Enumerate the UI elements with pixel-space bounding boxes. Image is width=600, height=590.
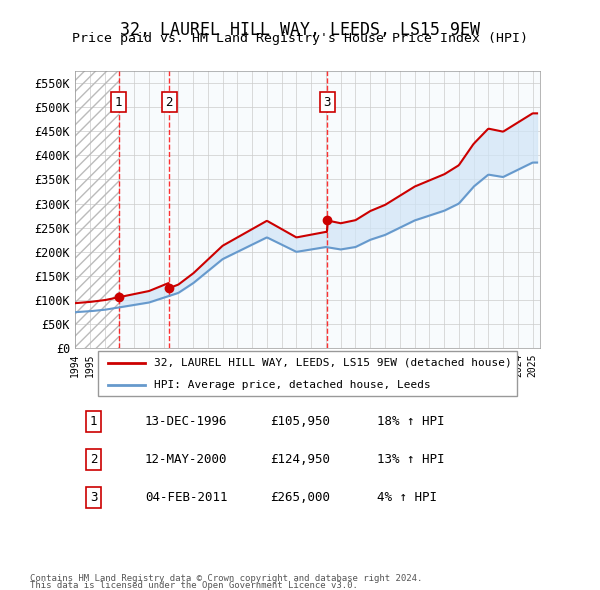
Text: 2: 2: [165, 96, 173, 109]
Text: HPI: Average price, detached house, Leeds: HPI: Average price, detached house, Leed…: [154, 380, 431, 390]
Text: 32, LAUREL HILL WAY, LEEDS, LS15 9EW: 32, LAUREL HILL WAY, LEEDS, LS15 9EW: [120, 21, 480, 39]
Bar: [75, 71, 119, 349]
Bar: [75, 71, 119, 349]
Text: 1: 1: [115, 96, 122, 109]
Text: 13% ↑ HPI: 13% ↑ HPI: [377, 453, 445, 466]
Text: Price paid vs. HM Land Registry's House Price Index (HPI): Price paid vs. HM Land Registry's House …: [72, 32, 528, 45]
Text: 3: 3: [323, 96, 331, 109]
FancyBboxPatch shape: [98, 351, 517, 396]
Text: Contains HM Land Registry data © Crown copyright and database right 2024.: Contains HM Land Registry data © Crown c…: [30, 574, 422, 583]
Text: £105,950: £105,950: [270, 415, 330, 428]
Text: This data is licensed under the Open Government Licence v3.0.: This data is licensed under the Open Gov…: [30, 581, 358, 590]
Text: 3: 3: [90, 491, 97, 504]
Text: 4% ↑ HPI: 4% ↑ HPI: [377, 491, 437, 504]
Text: 13-DEC-1996: 13-DEC-1996: [145, 415, 227, 428]
Bar: [119, 71, 540, 349]
Text: £265,000: £265,000: [270, 491, 330, 504]
Text: 2: 2: [90, 453, 97, 466]
Text: 1: 1: [90, 415, 97, 428]
Text: 04-FEB-2011: 04-FEB-2011: [145, 491, 227, 504]
Text: 18% ↑ HPI: 18% ↑ HPI: [377, 415, 445, 428]
Text: 32, LAUREL HILL WAY, LEEDS, LS15 9EW (detached house): 32, LAUREL HILL WAY, LEEDS, LS15 9EW (de…: [154, 358, 512, 368]
Text: £124,950: £124,950: [270, 453, 330, 466]
Text: 12-MAY-2000: 12-MAY-2000: [145, 453, 227, 466]
